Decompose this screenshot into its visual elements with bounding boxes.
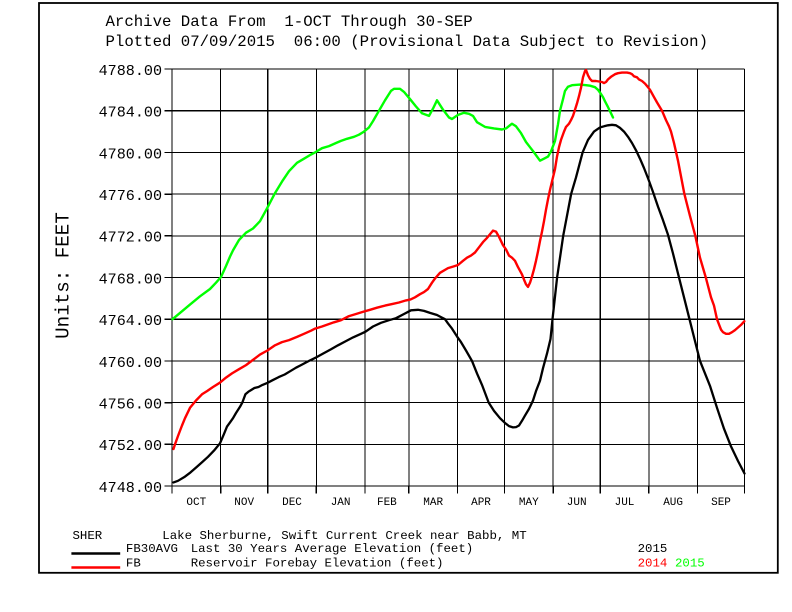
svg-text:MAY: MAY [519,497,539,509]
svg-text:4760.00: 4760.00 [99,354,162,372]
svg-text:2015: 2015 [638,542,668,556]
svg-text:NOV: NOV [234,497,254,509]
svg-text:Plotted 07/09/2015 06:00 (Pro: Plotted 07/09/2015 06:00 (Provisional Da… [106,33,709,51]
svg-text:JAN: JAN [331,497,351,509]
svg-text:Archive Data From 1-OCT Throu: Archive Data From 1-OCT Through 30-SEP [106,13,473,31]
svg-text:4764.00: 4764.00 [99,312,162,330]
svg-text:FB: FB [126,557,141,571]
svg-text:MAR: MAR [423,497,443,509]
svg-text:4772.00: 4772.00 [99,229,162,247]
svg-text:4788.00: 4788.00 [99,62,162,80]
svg-text:Last 30 Years Average Elevatio: Last 30 Years Average Elevation (feet) [191,542,474,556]
svg-text:SHER: SHER [73,529,103,543]
svg-text:Units: FEET: Units: FEET [53,212,75,339]
svg-text:4756.00: 4756.00 [99,396,162,414]
svg-text:4748.00: 4748.00 [99,479,162,497]
svg-text:4784.00: 4784.00 [99,104,162,122]
svg-text:4768.00: 4768.00 [99,270,162,288]
svg-text:Reservoir Forebay Elevation (f: Reservoir Forebay Elevation (feet) [191,557,444,571]
svg-text:OCT: OCT [186,497,206,509]
svg-text:APR: APR [471,497,491,509]
svg-text:FEB: FEB [377,497,397,509]
svg-text:Lake Sherburne, Swift Current: Lake Sherburne, Swift Current Creek near… [162,529,526,543]
svg-text:4780.00: 4780.00 [99,145,162,163]
svg-text:4752.00: 4752.00 [99,437,162,455]
svg-text:JUL: JUL [615,497,635,509]
svg-text:2015: 2015 [675,557,705,571]
svg-text:AUG: AUG [663,497,683,509]
svg-text:FB30AVG: FB30AVG [126,542,178,556]
svg-text:SEP: SEP [711,497,731,509]
svg-text:JUN: JUN [567,497,587,509]
svg-text:DEC: DEC [282,497,302,509]
svg-text:2014: 2014 [638,557,668,571]
svg-text:4776.00: 4776.00 [99,187,162,205]
